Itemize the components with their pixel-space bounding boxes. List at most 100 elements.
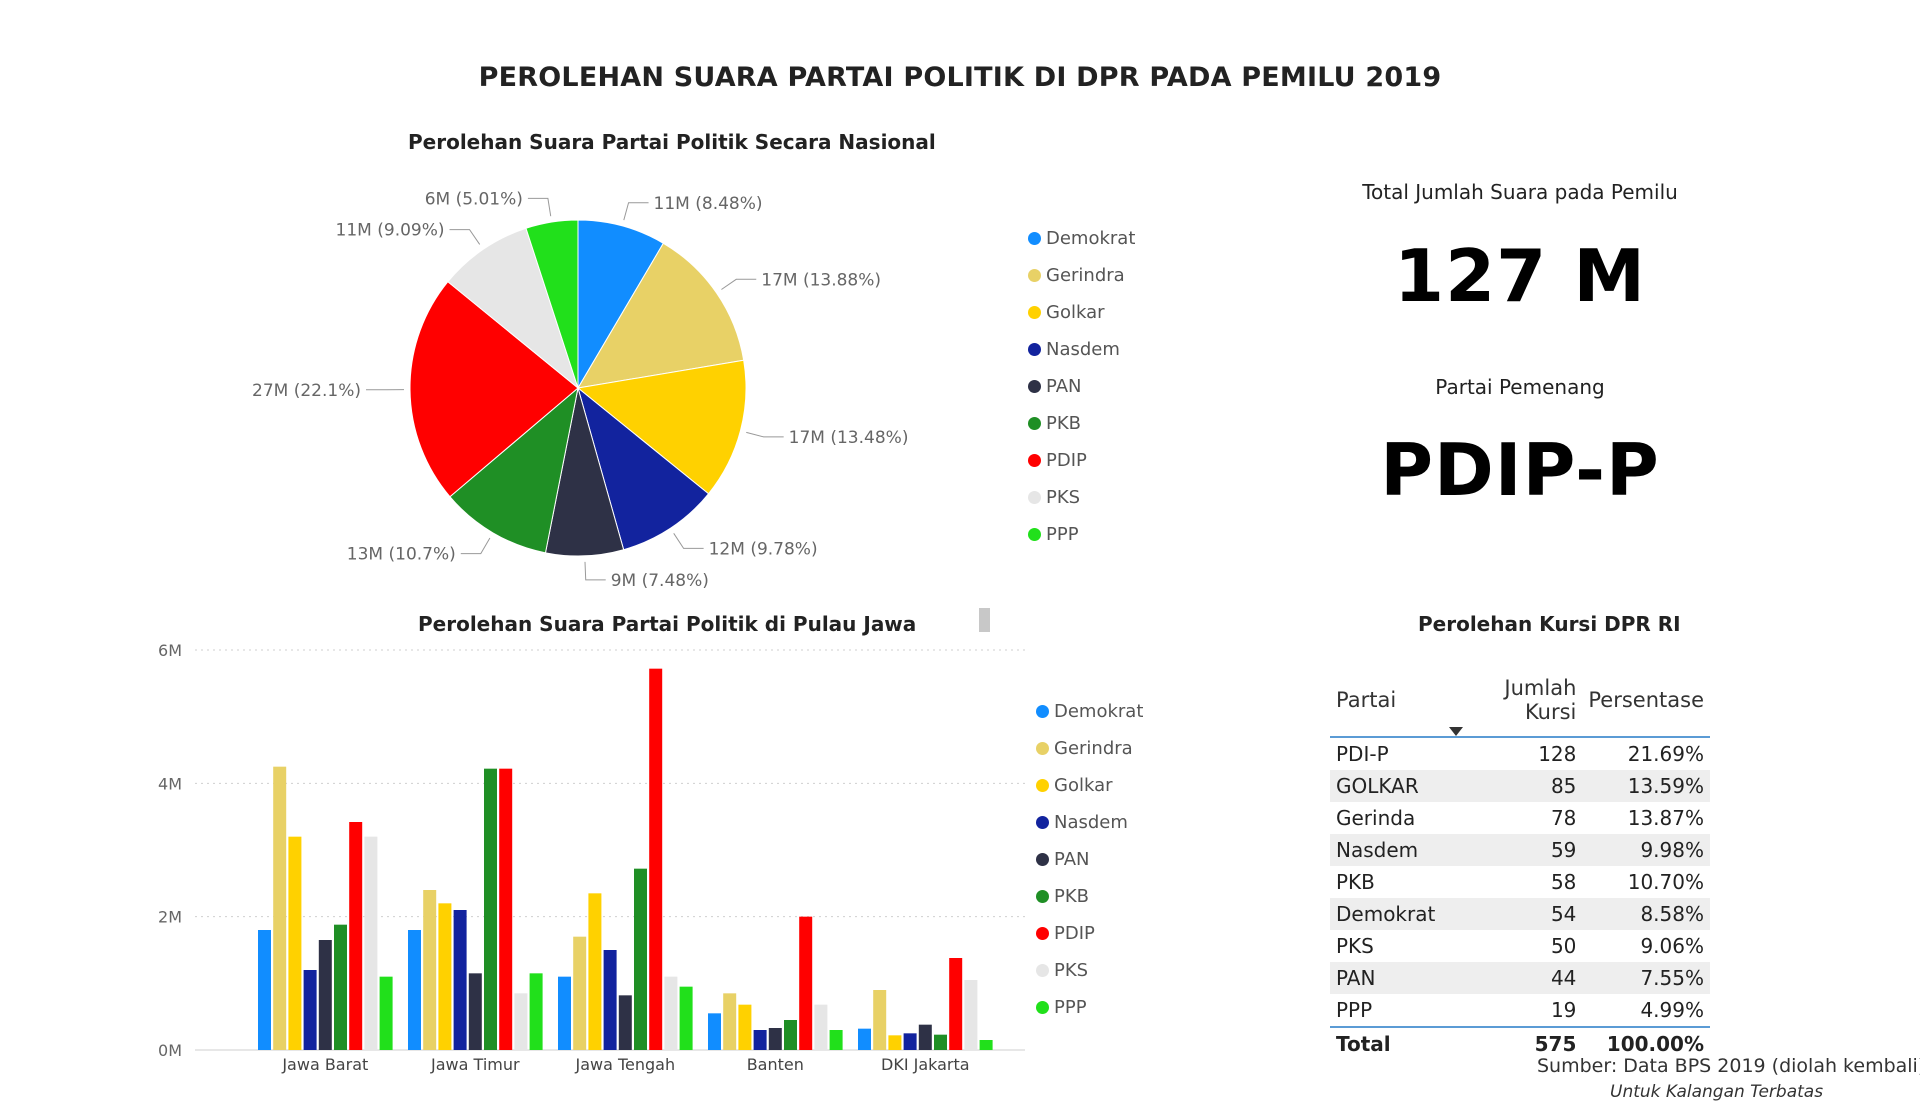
bar-jawa-timur-gerindra[interactable] <box>423 890 437 1050</box>
cell-persentase: 4.99% <box>1640 998 1704 1022</box>
pie-slice-golkar[interactable] <box>576 359 747 495</box>
bar-jawa-timur-golkar[interactable] <box>438 903 452 1050</box>
legend-label: PDIP <box>1054 923 1095 944</box>
bar-jawa-tengah-pdip[interactable] <box>649 668 663 1050</box>
pie-slice-nasdem[interactable] <box>577 386 710 551</box>
legend-marker-icon <box>1028 232 1041 245</box>
pie-legend-item-golkar[interactable]: Golkar <box>1028 302 1105 323</box>
scrollbar-thumb[interactable] <box>979 608 990 632</box>
column-header-persentase[interactable]: Persentase <box>1588 688 1704 712</box>
legend-marker-icon <box>1036 1001 1049 1014</box>
bar-dki-jakarta-nasdem[interactable] <box>903 1033 917 1050</box>
bar-jawa-barat-ppp[interactable] <box>379 976 393 1050</box>
pie-legend-item-nasdem[interactable]: Nasdem <box>1028 339 1120 360</box>
bar-jawa-tengah-ppp[interactable] <box>679 986 693 1050</box>
cell-jumlah-kursi: 59 <box>1441 834 1583 866</box>
bar-dki-jakarta-demokrat[interactable] <box>858 1028 871 1050</box>
pie-data-label: 27M (22.1%) <box>252 381 361 401</box>
bar-dki-jakarta-pkb[interactable] <box>934 1034 947 1050</box>
bar-jawa-timur-pdip[interactable] <box>499 768 513 1050</box>
bar-jawa-barat-pan[interactable] <box>318 940 332 1050</box>
bar-jawa-tengah-pan[interactable] <box>618 995 632 1050</box>
pie-legend-item-gerindra[interactable]: Gerindra <box>1028 265 1125 286</box>
bar-jawa-tengah-pks[interactable] <box>664 976 678 1050</box>
cell-persentase: 9.98% <box>1582 834 1710 866</box>
pie-legend-item-demokrat[interactable]: Demokrat <box>1028 228 1135 249</box>
bar-banten-gerindra[interactable] <box>723 993 737 1050</box>
bar-banten-pks[interactable] <box>814 1004 828 1050</box>
column-header-partai[interactable]: Partai <box>1336 688 1397 712</box>
bar-legend-item-ppp[interactable]: PPP <box>1036 997 1087 1018</box>
bar-dki-jakarta-golkar[interactable] <box>888 1035 902 1050</box>
bar-banten-pdip[interactable] <box>799 916 813 1050</box>
bar-jawa-tengah-demokrat[interactable] <box>558 976 571 1050</box>
pie-legend-item-ppp[interactable]: PPP <box>1028 524 1079 545</box>
bar-jawa-barat-pks[interactable] <box>364 836 378 1050</box>
pie-leader-line <box>673 533 704 549</box>
bar-jawa-timur-pkb[interactable] <box>484 768 497 1050</box>
bar-legend-item-pkb[interactable]: PKB <box>1036 886 1089 907</box>
bar-dki-jakarta-pdip[interactable] <box>949 958 963 1050</box>
bar-jawa-timur-pks[interactable] <box>514 993 528 1050</box>
bar-jawa-timur-ppp[interactable] <box>529 973 543 1050</box>
legend-marker-icon <box>1028 269 1041 282</box>
bar-dki-jakarta-ppp[interactable] <box>979 1040 993 1050</box>
pie-legend-item-pks[interactable]: PKS <box>1028 487 1080 508</box>
bar-jawa-barat-demokrat[interactable] <box>258 930 271 1050</box>
winner-value: PDIP-P <box>1380 428 1660 512</box>
pie-slice-pkb[interactable] <box>449 386 579 554</box>
bar-jawa-tengah-nasdem[interactable] <box>603 950 617 1050</box>
pie-legend-item-pdip[interactable]: PDIP <box>1028 450 1087 471</box>
pie-slice-demokrat[interactable] <box>577 219 665 390</box>
bar-jawa-timur-pan[interactable] <box>468 973 482 1050</box>
cell-jumlah-kursi: 128 <box>1538 742 1577 766</box>
bar-banten-nasdem[interactable] <box>753 1030 767 1050</box>
bar-banten-demokrat[interactable] <box>708 1013 721 1050</box>
cell-jumlah-kursi: 44 <box>1441 962 1583 994</box>
x-tick-label: Banten <box>747 1055 804 1074</box>
pie-slice-pdip[interactable] <box>409 281 579 498</box>
bar-dki-jakarta-gerindra[interactable] <box>873 990 887 1050</box>
y-tick-label: 4M <box>158 774 182 793</box>
bar-legend-item-demokrat[interactable]: Demokrat <box>1036 701 1143 722</box>
bar-jawa-barat-pkb[interactable] <box>334 924 347 1050</box>
y-tick-label: 2M <box>158 908 182 927</box>
bar-banten-golkar[interactable] <box>738 1004 752 1050</box>
bar-legend-item-pdip[interactable]: PDIP <box>1036 923 1095 944</box>
bar-legend-item-gerindra[interactable]: Gerindra <box>1036 738 1133 759</box>
pie-slice-ppp[interactable] <box>525 219 579 389</box>
pie-slice-gerindra[interactable] <box>577 242 745 389</box>
pie-slice-pks[interactable] <box>447 227 580 390</box>
bar-legend-item-pks[interactable]: PKS <box>1036 960 1088 981</box>
bar-banten-ppp[interactable] <box>829 1030 843 1050</box>
table-row: PPP 19 4.99% <box>1330 994 1710 1027</box>
bar-jawa-tengah-golkar[interactable] <box>588 893 602 1050</box>
bar-banten-pkb[interactable] <box>784 1020 797 1050</box>
bar-legend-item-nasdem[interactable]: Nasdem <box>1036 812 1128 833</box>
bar-jawa-barat-golkar[interactable] <box>288 836 302 1050</box>
x-tick-label: Jawa Tengah <box>574 1055 675 1074</box>
sort-descending-icon[interactable] <box>1449 727 1464 736</box>
legend-marker-icon <box>1028 343 1041 356</box>
cell-partai: PKB <box>1336 870 1375 894</box>
bar-jawa-barat-pdip[interactable] <box>349 822 363 1050</box>
bar-legend-item-pan[interactable]: PAN <box>1036 849 1089 870</box>
bar-jawa-tengah-gerindra[interactable] <box>573 936 587 1050</box>
cell-persentase: 8.58% <box>1582 898 1710 930</box>
seats-table-title: Perolehan Kursi DPR RI <box>1418 612 1681 636</box>
bar-jawa-barat-gerindra[interactable] <box>273 766 287 1050</box>
pie-legend-item-pkb[interactable]: PKB <box>1028 413 1081 434</box>
bar-dki-jakarta-pan[interactable] <box>918 1024 932 1050</box>
table-row: PDI-P 128 21.69% <box>1330 737 1710 770</box>
column-header-jumlah-kursi[interactable]: Jumlah Kursi <box>1441 676 1582 737</box>
legend-label: PDIP <box>1046 450 1087 471</box>
bar-jawa-timur-demokrat[interactable] <box>408 930 421 1050</box>
bar-jawa-barat-nasdem[interactable] <box>303 970 317 1050</box>
bar-dki-jakarta-pks[interactable] <box>964 980 978 1050</box>
pie-legend-item-pan[interactable]: PAN <box>1028 376 1081 397</box>
bar-jawa-tengah-pkb[interactable] <box>634 868 647 1050</box>
bar-banten-pan[interactable] <box>768 1028 782 1050</box>
bar-legend-item-golkar[interactable]: Golkar <box>1036 775 1113 796</box>
bar-jawa-timur-nasdem[interactable] <box>453 910 467 1050</box>
legend-marker-icon <box>1028 417 1041 430</box>
